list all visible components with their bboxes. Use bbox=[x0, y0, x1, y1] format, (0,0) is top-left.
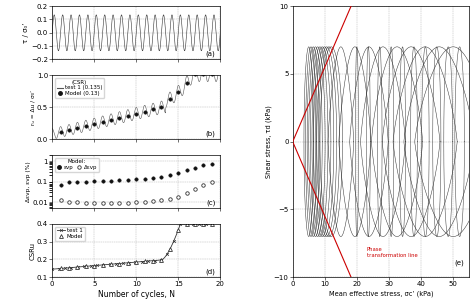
test 1 bbox=[178, 222, 183, 226]
test 1 bbox=[181, 222, 186, 226]
Model bbox=[125, 261, 131, 265]
Model bbox=[58, 267, 64, 270]
test 1 bbox=[209, 222, 215, 226]
test 1 bbox=[49, 267, 55, 271]
Text: (d): (d) bbox=[205, 269, 215, 275]
Legend: test 1 (0.135), Model (0.13): test 1 (0.135), Model (0.13) bbox=[55, 78, 104, 98]
Line: Model: Model bbox=[59, 222, 214, 270]
Model bbox=[100, 263, 105, 267]
Text: (e): (e) bbox=[454, 260, 464, 266]
X-axis label: Number of cycles, N: Number of cycles, N bbox=[98, 290, 175, 299]
Model bbox=[66, 266, 72, 270]
X-axis label: Mean effective stress, σc’ (kPa): Mean effective stress, σc’ (kPa) bbox=[328, 290, 433, 297]
Model bbox=[83, 265, 89, 268]
test 1 bbox=[126, 261, 132, 265]
Model bbox=[117, 262, 122, 265]
test 1 bbox=[145, 259, 150, 263]
Model bbox=[201, 222, 206, 226]
Y-axis label: CSRu: CSRu bbox=[29, 241, 36, 260]
Model bbox=[184, 222, 190, 226]
Y-axis label: Δεvp, εvp (%): Δεvp, εvp (%) bbox=[26, 161, 31, 202]
Y-axis label: Shear stress, τd (kPa): Shear stress, τd (kPa) bbox=[266, 105, 272, 178]
Text: (c): (c) bbox=[206, 200, 215, 206]
Model bbox=[150, 259, 156, 262]
Legend: test 1, Model: test 1, Model bbox=[55, 227, 85, 241]
Model bbox=[142, 260, 147, 263]
Legend: εvp, Δεvp: εvp, Δεvp bbox=[55, 158, 99, 172]
Model bbox=[159, 258, 164, 262]
Text: (a): (a) bbox=[206, 51, 215, 57]
Model bbox=[91, 264, 97, 267]
Text: (b): (b) bbox=[205, 130, 215, 137]
Model bbox=[74, 265, 80, 269]
Model bbox=[192, 222, 198, 226]
Y-axis label: τ / σ₀’: τ / σ₀’ bbox=[23, 23, 29, 43]
Model bbox=[133, 260, 139, 264]
Y-axis label: rᵤ = Δu / σ₀’: rᵤ = Δu / σ₀’ bbox=[30, 90, 36, 125]
Line: test 1: test 1 bbox=[51, 222, 213, 271]
Model bbox=[108, 262, 114, 266]
Text: Phase
transformation line: Phase transformation line bbox=[366, 247, 417, 258]
test 1 bbox=[125, 261, 131, 265]
Model bbox=[209, 222, 215, 226]
Model bbox=[167, 247, 173, 251]
test 1 bbox=[206, 222, 211, 226]
Model bbox=[175, 228, 181, 232]
test 1 bbox=[136, 260, 141, 264]
